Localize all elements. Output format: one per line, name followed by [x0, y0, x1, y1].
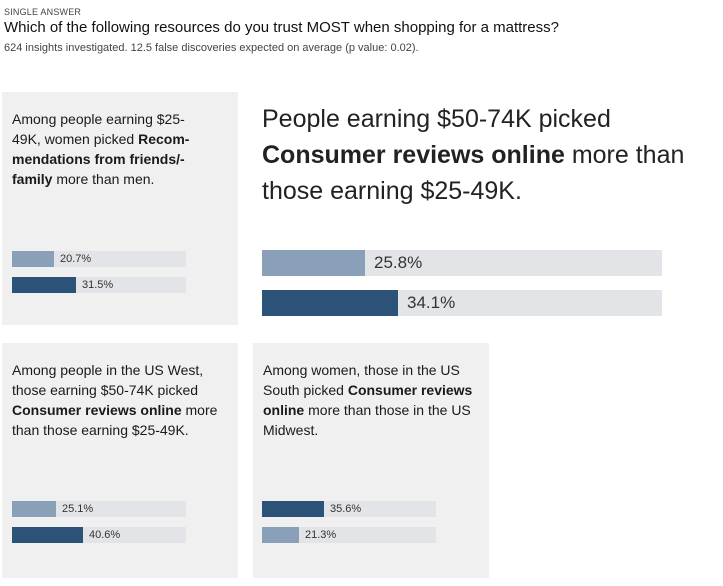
bar-value-label: 21.3% — [305, 529, 337, 541]
bar-value-label: 25.8% — [374, 253, 423, 272]
insight-text: Among people earning $25-49K, women pick… — [12, 109, 207, 189]
insights-summary: 624 insights investigated. 12.5 false di… — [4, 42, 419, 54]
bar-fill — [262, 501, 324, 517]
bar-fill — [12, 277, 76, 293]
insight-card-3[interactable]: Among people in the US West, those earni… — [2, 343, 238, 578]
question-type-label: SINGLE ANSWER — [4, 7, 82, 17]
bar-fill — [12, 251, 54, 267]
bar-value-label: 40.6% — [89, 529, 121, 541]
insight-text-segment: Among people earning $25-49K, women pick… — [12, 111, 185, 147]
insight-text-segment: Among women, those in the US South picke… — [263, 362, 460, 398]
insight-text: Among people in the US West, those earni… — [12, 360, 222, 440]
bar-track: 31.5% — [12, 277, 186, 293]
bar-fill — [12, 527, 83, 543]
bar-fill — [262, 290, 398, 316]
highlighted-answer: Consumer reviews online — [12, 402, 182, 418]
insight-text: People earning $50-74K picked Consumer r… — [262, 101, 720, 209]
bar-fill — [12, 501, 56, 517]
insight-text-segment: more than those earning $25-49K. — [262, 141, 685, 205]
insight-text-segment: more than men. — [52, 171, 155, 187]
bar-track: 40.6% — [12, 527, 186, 543]
insight-card-featured[interactable]: People earning $50-74K picked Consumer r… — [253, 92, 721, 325]
bar-fill — [262, 250, 365, 276]
insight-text-segment: Among people in the US West, those earni… — [12, 362, 204, 398]
insight-text-segment: People earning $50-74K picked — [262, 105, 611, 133]
bar-fill — [262, 527, 299, 543]
bar-value-label: 31.5% — [82, 279, 114, 291]
question-title: Which of the following resources do you … — [4, 19, 559, 36]
bar-track: 25.1% — [12, 501, 186, 517]
highlighted-answer: Consumer reviews online — [262, 141, 565, 169]
bar-track: 25.8% — [262, 250, 662, 276]
bar-value-label: 25.1% — [62, 503, 94, 515]
bar-value-label: 20.7% — [60, 253, 92, 265]
insight-text: Among women, those in the US South picke… — [263, 360, 478, 440]
insight-card-4[interactable]: Among women, those in the US South picke… — [253, 343, 489, 578]
bar-track: 20.7% — [12, 251, 186, 267]
bar-track: 35.6% — [262, 501, 436, 517]
insight-text-segment: more than those earning $25-49K. — [12, 402, 218, 438]
bar-track: 34.1% — [262, 290, 662, 316]
bar-track: 21.3% — [262, 527, 436, 543]
highlighted-answer: Consumer reviews online — [263, 382, 473, 418]
bar-value-label: 34.1% — [407, 293, 456, 312]
bar-value-label: 35.6% — [330, 503, 362, 515]
insight-text-segment: more than those in the US Midwest. — [263, 402, 471, 438]
highlighted-answer: Recom-mendations from friends/-family — [12, 131, 190, 187]
insight-card-1[interactable]: Among people earning $25-49K, women pick… — [2, 92, 238, 325]
